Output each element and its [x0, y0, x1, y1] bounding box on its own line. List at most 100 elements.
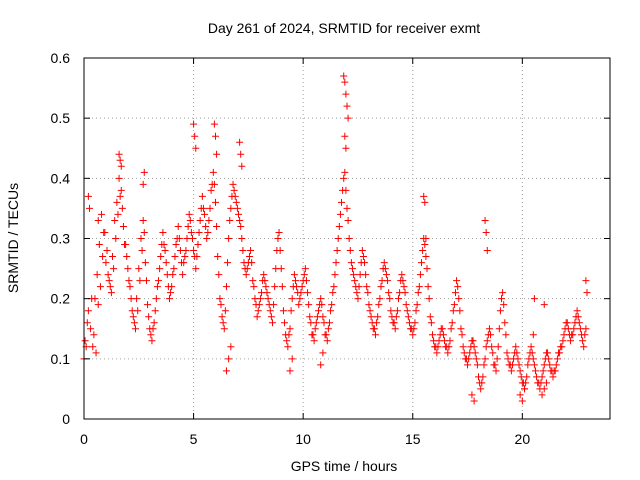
data-point [229, 180, 237, 188]
data-point [353, 289, 361, 297]
data-point [130, 319, 138, 327]
data-point [529, 355, 537, 363]
data-point [121, 241, 129, 249]
data-point [157, 253, 165, 261]
data-point [450, 301, 458, 309]
data-point [444, 349, 452, 357]
data-point [485, 325, 493, 333]
data-point [84, 192, 92, 200]
data-point [410, 325, 418, 333]
data-point [400, 283, 408, 291]
data-point [190, 247, 198, 255]
data-point [333, 247, 341, 255]
x-axis-label: GPS time / hours [291, 458, 398, 474]
data-point [456, 307, 464, 315]
data-point [219, 319, 227, 327]
data-point [85, 204, 93, 212]
data-point [87, 325, 95, 333]
data-point [433, 349, 441, 357]
data-point [287, 307, 295, 315]
data-point [276, 247, 284, 255]
data-point [438, 325, 446, 333]
data-point [366, 307, 374, 315]
data-point [343, 204, 351, 212]
data-point [288, 295, 296, 303]
data-point [225, 355, 233, 363]
data-point [480, 361, 488, 369]
data-point [348, 265, 356, 273]
data-point [135, 265, 143, 273]
data-point [214, 253, 222, 261]
data-point [373, 319, 381, 327]
data-point [89, 343, 97, 351]
data-point [113, 198, 121, 206]
data-point [528, 349, 536, 357]
data-point [161, 247, 169, 255]
data-point [310, 337, 318, 345]
data-point [195, 228, 203, 236]
data-point [171, 253, 179, 261]
y-tick-label: 0 [62, 411, 70, 427]
data-point [267, 313, 275, 321]
data-point [473, 361, 481, 369]
data-point [460, 349, 468, 357]
data-point [274, 235, 282, 242]
data-point [342, 90, 350, 98]
data-point [529, 331, 537, 339]
data-point [531, 367, 539, 375]
data-point [94, 216, 102, 224]
data-point [502, 331, 510, 339]
data-point [305, 301, 313, 309]
data-point [332, 259, 340, 267]
data-point [309, 331, 317, 339]
data-point [423, 265, 431, 273]
data-point [250, 283, 258, 291]
data-point [115, 174, 123, 182]
data-point [567, 337, 575, 345]
y-tick-label: 0.3 [51, 231, 71, 247]
data-point [222, 367, 230, 375]
data-points [80, 72, 591, 405]
data-point [454, 283, 462, 291]
data-point [331, 271, 339, 279]
data-point [479, 373, 487, 381]
data-point [147, 331, 155, 339]
data-point [233, 204, 241, 212]
y-tick-label: 0.6 [51, 50, 71, 66]
data-point [302, 277, 310, 285]
data-point [382, 271, 390, 279]
data-point [202, 222, 210, 230]
data-point [249, 277, 257, 285]
data-point [467, 343, 475, 351]
data-point [294, 289, 302, 297]
data-point [141, 259, 149, 267]
data-point [371, 331, 379, 339]
data-point [345, 235, 353, 242]
data-point [150, 319, 158, 327]
data-point [107, 289, 115, 297]
data-point [93, 271, 101, 279]
data-point [205, 216, 213, 224]
data-point [340, 174, 348, 182]
data-point [317, 361, 325, 369]
data-point [169, 271, 177, 279]
data-point [104, 271, 112, 279]
data-point [563, 319, 571, 327]
data-point [123, 253, 131, 261]
data-point [469, 337, 477, 345]
data-point [522, 379, 530, 387]
data-point [228, 192, 236, 200]
data-point [295, 301, 303, 309]
data-point [190, 120, 198, 128]
data-point [204, 228, 212, 236]
data-point [365, 301, 373, 309]
data-point [549, 373, 557, 381]
data-point [494, 343, 502, 351]
data-point [217, 301, 225, 309]
data-point [470, 397, 478, 405]
data-point [425, 295, 433, 303]
data-point [203, 235, 211, 242]
data-point [426, 313, 434, 321]
data-point [260, 271, 268, 279]
data-point [151, 307, 159, 315]
